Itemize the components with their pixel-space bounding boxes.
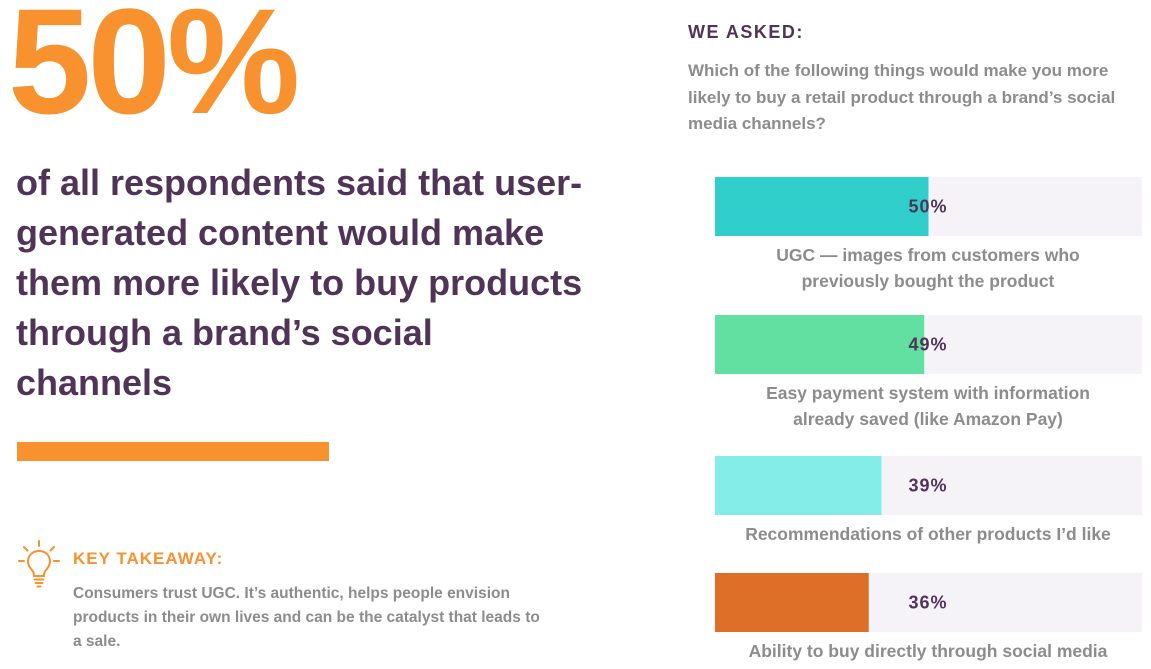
- bar: [715, 315, 925, 374]
- category-label: Easy payment system with information: [766, 383, 1090, 403]
- bar: [715, 177, 929, 236]
- category-label: UGC — images from customers who: [776, 245, 1079, 265]
- bar-value-label: 36%: [908, 593, 947, 613]
- survey-question: Which of the following things would make…: [688, 61, 1116, 133]
- bar-value-label: 39%: [908, 476, 947, 496]
- orange-divider: [17, 442, 329, 461]
- category-label: previously bought the product: [802, 271, 1055, 291]
- takeaway-title: KEY TAKEAWAY:: [73, 549, 224, 568]
- takeaway-text: Consumers trust UGC. It’s authentic, hel…: [73, 585, 540, 650]
- headline: of all respondents said that user-genera…: [16, 162, 583, 403]
- bar: [715, 573, 869, 632]
- bar-value-label: 49%: [908, 335, 947, 355]
- big-stat: 50%: [8, 0, 300, 145]
- asked-label: WE ASKED:: [688, 22, 804, 42]
- lightbulb-icon: [18, 540, 60, 588]
- category-label: Ability to buy directly through social m…: [749, 641, 1108, 661]
- category-label: Recommendations of other products I’d li…: [745, 524, 1111, 544]
- bar-value-label: 50%: [908, 197, 947, 217]
- category-label: already saved (like Amazon Pay): [793, 409, 1063, 429]
- bar: [715, 456, 882, 515]
